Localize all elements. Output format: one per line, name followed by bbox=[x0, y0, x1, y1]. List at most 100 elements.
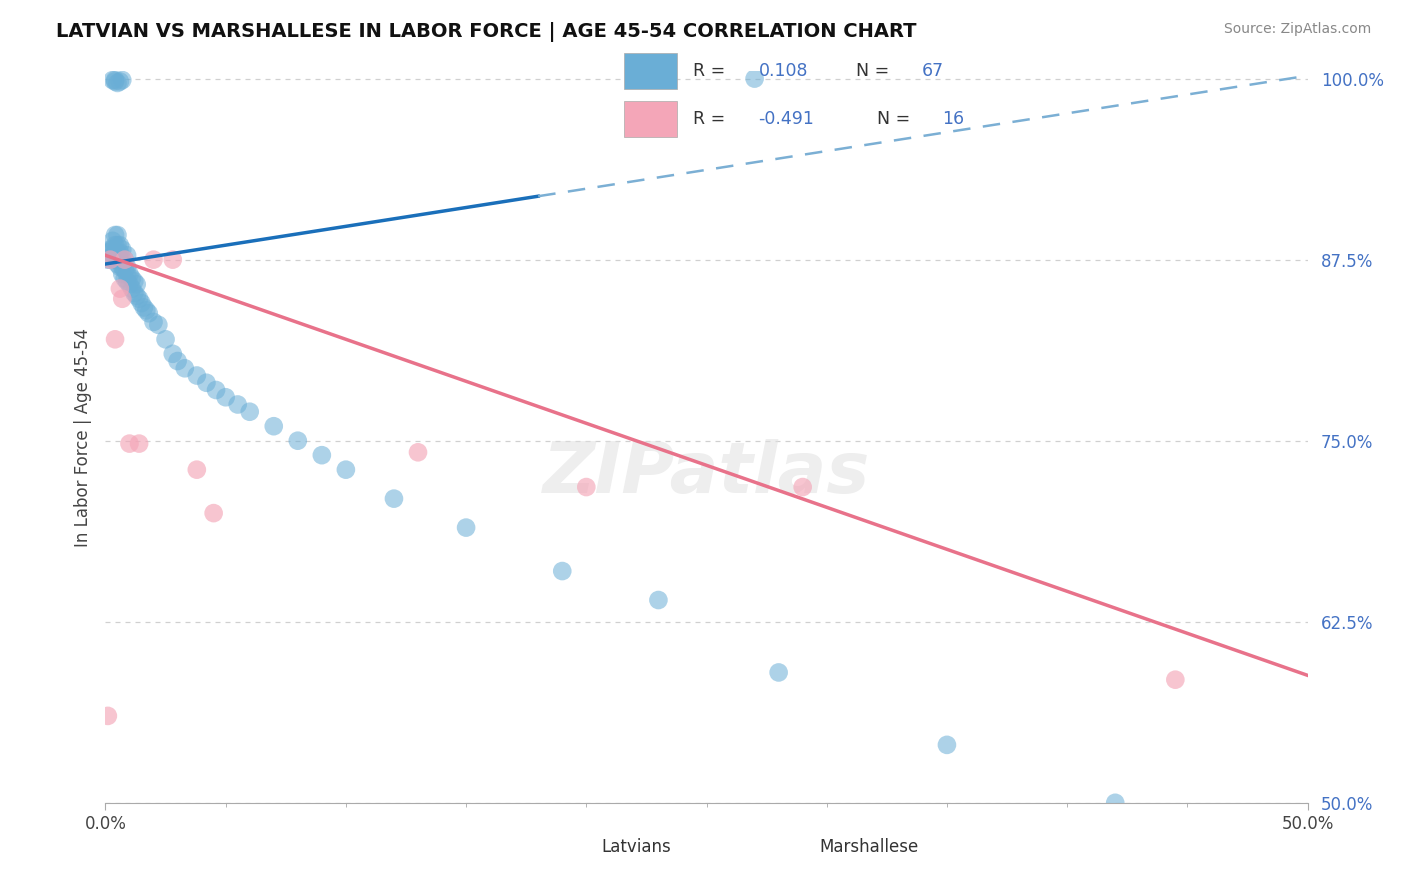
Point bbox=[162, 347, 184, 361]
Point bbox=[121, 271, 143, 285]
Point bbox=[115, 274, 138, 288]
Point bbox=[142, 252, 165, 267]
Point bbox=[101, 248, 124, 262]
Point bbox=[108, 245, 131, 260]
Point bbox=[132, 301, 155, 315]
Point bbox=[107, 252, 129, 267]
Text: ZIPatlas: ZIPatlas bbox=[543, 439, 870, 508]
Point bbox=[406, 445, 429, 459]
Point bbox=[114, 252, 136, 267]
Text: 16: 16 bbox=[942, 110, 965, 128]
Point bbox=[104, 74, 127, 88]
Text: 67: 67 bbox=[921, 62, 943, 79]
Point bbox=[551, 564, 574, 578]
Point bbox=[263, 419, 285, 434]
Point bbox=[107, 245, 129, 260]
Point bbox=[107, 76, 129, 90]
Point bbox=[107, 227, 129, 242]
Point bbox=[186, 463, 208, 477]
Point bbox=[454, 520, 477, 534]
Point bbox=[1164, 673, 1187, 687]
Y-axis label: In Labor Force | Age 45-54: In Labor Force | Age 45-54 bbox=[73, 327, 91, 547]
Point bbox=[148, 318, 170, 332]
Point bbox=[97, 245, 120, 260]
Point bbox=[98, 252, 121, 267]
Point bbox=[138, 306, 160, 320]
Point bbox=[108, 252, 131, 267]
Point bbox=[162, 252, 184, 267]
Text: R =: R = bbox=[693, 62, 731, 79]
Point bbox=[114, 271, 136, 285]
Text: N =: N = bbox=[856, 62, 896, 79]
Point bbox=[111, 243, 134, 257]
Point bbox=[226, 397, 249, 411]
Point bbox=[98, 252, 121, 267]
Point bbox=[202, 506, 225, 520]
Point bbox=[135, 303, 157, 318]
Text: N =: N = bbox=[877, 110, 915, 128]
Point bbox=[101, 73, 124, 87]
Point bbox=[97, 709, 120, 723]
Point bbox=[104, 252, 127, 267]
Point bbox=[107, 257, 129, 271]
Point bbox=[104, 332, 127, 346]
Point bbox=[124, 285, 146, 300]
Point bbox=[744, 71, 766, 86]
Point bbox=[792, 480, 814, 494]
Text: 0.108: 0.108 bbox=[758, 62, 808, 79]
Point bbox=[195, 376, 218, 390]
Point bbox=[104, 227, 127, 242]
Point bbox=[104, 238, 127, 252]
Point bbox=[155, 332, 177, 346]
Point bbox=[108, 282, 131, 296]
Point bbox=[124, 274, 146, 288]
Point bbox=[287, 434, 309, 448]
Point bbox=[118, 436, 141, 450]
Text: R =: R = bbox=[693, 110, 731, 128]
Text: Latvians: Latvians bbox=[602, 838, 672, 855]
Point bbox=[101, 234, 124, 248]
Point bbox=[239, 405, 262, 419]
Text: -0.491: -0.491 bbox=[758, 110, 814, 128]
Point bbox=[214, 390, 236, 404]
Point bbox=[104, 245, 127, 260]
Point bbox=[335, 463, 357, 477]
Point bbox=[115, 260, 138, 274]
Point bbox=[108, 238, 131, 252]
Point bbox=[936, 738, 959, 752]
Point bbox=[575, 480, 598, 494]
Text: Marshallese: Marshallese bbox=[820, 838, 920, 855]
Point bbox=[1104, 796, 1126, 810]
Point bbox=[108, 260, 131, 274]
Point bbox=[97, 252, 120, 267]
Point bbox=[118, 267, 141, 281]
Point bbox=[647, 593, 669, 607]
Point bbox=[166, 354, 188, 368]
Point bbox=[128, 436, 150, 450]
Point bbox=[173, 361, 195, 376]
Point bbox=[111, 260, 134, 274]
Point bbox=[125, 289, 148, 303]
Point bbox=[382, 491, 405, 506]
Point bbox=[98, 243, 121, 257]
Point bbox=[114, 252, 136, 267]
Text: LATVIAN VS MARSHALLESE IN LABOR FORCE | AGE 45-54 CORRELATION CHART: LATVIAN VS MARSHALLESE IN LABOR FORCE | … bbox=[56, 22, 917, 42]
Point bbox=[128, 292, 150, 306]
Point bbox=[205, 383, 228, 397]
Point bbox=[111, 73, 134, 87]
Text: Source: ZipAtlas.com: Source: ZipAtlas.com bbox=[1223, 22, 1371, 37]
Point bbox=[111, 292, 134, 306]
Bar bbox=[624, 101, 676, 137]
Point bbox=[186, 368, 208, 383]
Point bbox=[104, 73, 127, 87]
Bar bbox=[624, 53, 676, 88]
Point bbox=[115, 267, 138, 281]
Point bbox=[125, 277, 148, 292]
Point bbox=[115, 248, 138, 262]
Point bbox=[768, 665, 790, 680]
Point bbox=[114, 262, 136, 277]
Point bbox=[101, 243, 124, 257]
Point bbox=[108, 74, 131, 88]
Point bbox=[311, 448, 333, 462]
Point bbox=[118, 277, 141, 292]
